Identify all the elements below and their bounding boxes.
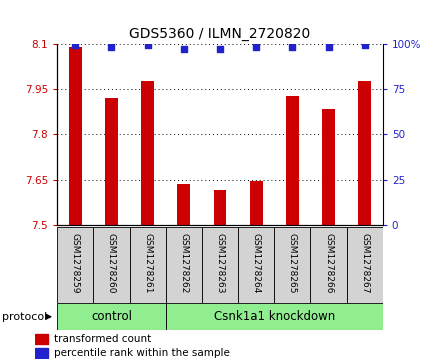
Bar (69, 46, 82, 225)
Text: GSM1278262: GSM1278262 (180, 233, 188, 293)
Bar (57, 303, 166, 330)
Bar (286, 97, 299, 225)
Text: control: control (91, 310, 132, 323)
Bar (166, 303, 383, 330)
Text: protocol: protocol (2, 312, 48, 322)
Text: Csnk1a1 knockdown: Csnk1a1 knockdown (214, 310, 335, 323)
Point (108, 44, 115, 50)
Point (325, 44, 332, 50)
Text: GSM1278265: GSM1278265 (288, 233, 297, 293)
Bar (359, 81, 371, 225)
Bar (105, 98, 118, 225)
Text: GSM1278264: GSM1278264 (252, 233, 260, 293)
Bar (238, 227, 274, 303)
Point (253, 44, 260, 50)
Bar (141, 81, 154, 225)
Text: GSM1278259: GSM1278259 (71, 233, 80, 293)
Bar (93, 227, 129, 303)
Text: percentile rank within the sample: percentile rank within the sample (54, 348, 230, 358)
Text: GSM1278267: GSM1278267 (360, 233, 369, 293)
Text: GSM1278263: GSM1278263 (216, 233, 224, 293)
Point (72, 42, 79, 48)
Bar (129, 227, 166, 303)
Bar (322, 109, 335, 225)
Point (361, 42, 368, 48)
Text: GSM1278261: GSM1278261 (143, 233, 152, 293)
Point (216, 46, 224, 52)
Title: GDS5360 / ILMN_2720820: GDS5360 / ILMN_2720820 (129, 27, 311, 41)
Bar (347, 227, 383, 303)
Text: GSM1278266: GSM1278266 (324, 233, 333, 293)
Bar (311, 227, 347, 303)
Bar (214, 190, 226, 225)
Bar (35, 334, 48, 344)
Bar (35, 348, 48, 358)
Bar (250, 181, 263, 225)
Bar (177, 184, 190, 225)
Bar (166, 227, 202, 303)
Point (289, 44, 296, 50)
Bar (274, 227, 311, 303)
Point (144, 42, 151, 48)
Text: transformed count: transformed count (54, 334, 151, 344)
Bar (57, 227, 93, 303)
Text: GSM1278260: GSM1278260 (107, 233, 116, 293)
Point (180, 46, 187, 52)
Bar (202, 227, 238, 303)
